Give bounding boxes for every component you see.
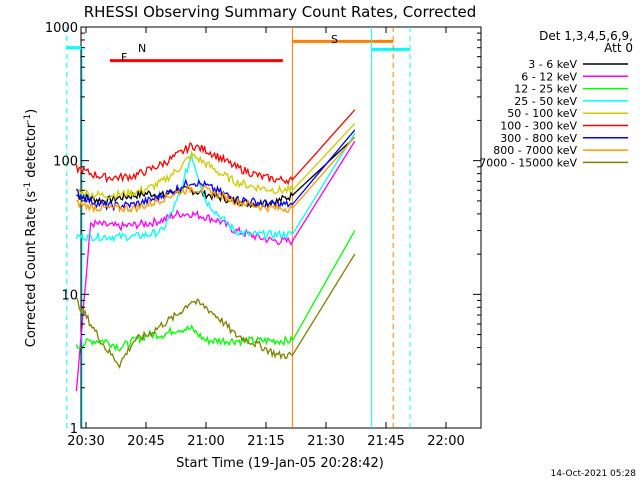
series-line-2 — [75, 230, 356, 352]
annotation-f: F — [121, 51, 127, 64]
y-tick-label-1: 10 — [61, 288, 78, 303]
legend-label-1: 6 - 12 keV — [521, 70, 577, 83]
x-tick-label-2: 21:00 — [187, 434, 224, 449]
legend-header-line1: Det 1,3,4,5,6,9, — [539, 29, 633, 43]
x-tick-label-5: 21:45 — [367, 434, 404, 449]
series-line-3 — [75, 133, 356, 243]
y-tick-label-2: 100 — [53, 155, 78, 170]
y-tick-label-0: 1 — [70, 422, 78, 437]
x-tick-label-0: 20:30 — [67, 434, 104, 449]
legend-label-6: 300 - 800 keV — [500, 132, 577, 145]
series-layer — [75, 109, 356, 392]
legend-label-7: 800 - 7000 keV — [493, 144, 577, 157]
y-axis-label: Corrected Count Rate (s-1 detector-1) — [23, 109, 39, 347]
series-line-1 — [75, 140, 356, 392]
footer-date: 14-Oct-2021 05:28 — [551, 469, 637, 479]
legend-label-4: 50 - 100 keV — [507, 107, 577, 120]
event-bars — [66, 39, 410, 63]
annotation-s: S — [331, 33, 338, 46]
legend-label-8: 7000 - 15000 keV — [479, 156, 577, 169]
event-lines — [66, 27, 411, 428]
legend-header-line2: Att 0 — [604, 41, 633, 55]
legend-label-2: 12 - 25 keV — [514, 83, 577, 96]
series-line-7 — [76, 136, 356, 214]
series-line-4 — [76, 122, 356, 201]
chart-title: RHESSI Observing Summary Count Rates, Co… — [84, 3, 477, 21]
x-tick-label-4: 21:30 — [307, 434, 344, 449]
x-axis-ticks: 20:30 20:45 21:00 21:15 21:30 21:45 22:00 — [67, 27, 465, 449]
x-tick-label-3: 21:15 — [247, 434, 284, 449]
x-tick-label-1: 20:45 — [127, 434, 164, 449]
series-line-5 — [75, 109, 356, 186]
y-tick-label-3: 1000 — [45, 21, 78, 36]
legend-label-3: 25 - 50 keV — [514, 95, 577, 108]
x-axis-label: Start Time (19-Jan-05 20:28:42) — [176, 456, 384, 471]
annotation-n: N — [138, 42, 146, 55]
series-line-8 — [75, 253, 356, 369]
legend-label-0: 3 - 6 keV — [528, 58, 577, 71]
x-tick-label-6: 22:00 — [427, 434, 464, 449]
y-axis-ticks: 1 10 100 1000 — [45, 21, 481, 437]
plot-frame — [80, 26, 482, 429]
legend-label-5: 100 - 300 keV — [500, 120, 577, 133]
